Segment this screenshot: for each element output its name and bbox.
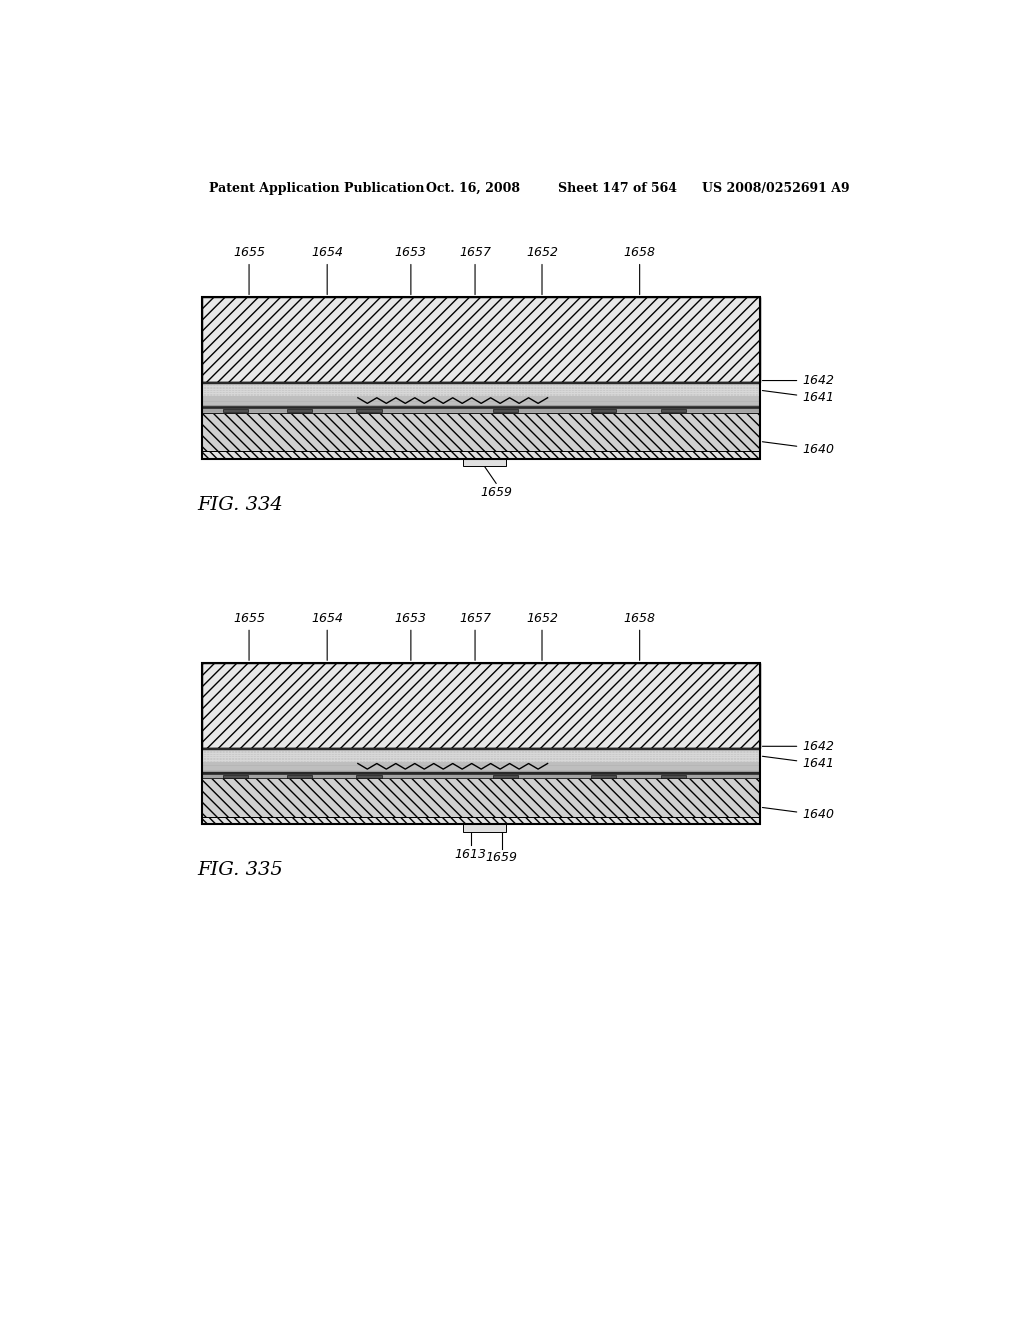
Bar (202, 663, 760, 748)
Bar (202, 748, 760, 750)
Text: 1654: 1654 (311, 611, 343, 660)
Bar (356, 775, 382, 777)
Text: 1640: 1640 (763, 442, 835, 455)
Text: 1652: 1652 (526, 611, 558, 660)
Bar (202, 451, 760, 459)
Text: 1653: 1653 (395, 246, 427, 294)
Bar (463, 825, 506, 832)
Bar (202, 762, 760, 772)
Bar (222, 775, 248, 777)
Bar (287, 775, 312, 777)
Text: 1653: 1653 (395, 611, 427, 660)
Bar (287, 409, 312, 412)
Bar (202, 750, 760, 762)
Bar (202, 663, 760, 825)
Text: FIG. 335: FIG. 335 (198, 862, 284, 879)
Text: US 2008/0252691 A9: US 2008/0252691 A9 (701, 182, 849, 194)
Bar (660, 409, 686, 412)
Text: 1641: 1641 (763, 756, 835, 770)
Bar (202, 297, 760, 459)
Bar (202, 408, 760, 413)
Text: 1659: 1659 (480, 486, 512, 499)
Bar (202, 774, 760, 779)
Text: 1642: 1642 (763, 739, 835, 752)
Text: Patent Application Publication: Patent Application Publication (209, 182, 425, 194)
Text: 1658: 1658 (624, 611, 655, 660)
Bar (202, 407, 760, 408)
Bar (494, 775, 518, 777)
Text: 1659: 1659 (485, 851, 517, 865)
Text: 1613: 1613 (455, 847, 486, 861)
Bar (202, 384, 760, 396)
Bar (660, 775, 686, 777)
Text: 1657: 1657 (459, 246, 492, 294)
Text: 1655: 1655 (233, 246, 265, 294)
Bar (202, 817, 760, 825)
Text: 1652: 1652 (526, 246, 558, 294)
Bar (202, 413, 760, 451)
Bar (591, 775, 616, 777)
Text: FIG. 334: FIG. 334 (198, 496, 284, 513)
Bar (494, 409, 518, 412)
Text: Oct. 16, 2008: Oct. 16, 2008 (426, 182, 520, 194)
Bar (202, 772, 760, 774)
Bar (202, 381, 760, 384)
Bar (202, 779, 760, 817)
Text: 1654: 1654 (311, 246, 343, 294)
Text: 1642: 1642 (763, 374, 835, 387)
Bar (202, 396, 760, 407)
Bar (356, 409, 382, 412)
Bar (222, 409, 248, 412)
Text: 1655: 1655 (233, 611, 265, 660)
Text: 1640: 1640 (763, 808, 835, 821)
Bar (463, 459, 506, 466)
Bar (591, 409, 616, 412)
Text: 1658: 1658 (624, 246, 655, 294)
Text: 1641: 1641 (763, 391, 835, 404)
Text: Sheet 147 of 564: Sheet 147 of 564 (558, 182, 677, 194)
Bar (202, 297, 760, 381)
Text: 1657: 1657 (459, 611, 492, 660)
